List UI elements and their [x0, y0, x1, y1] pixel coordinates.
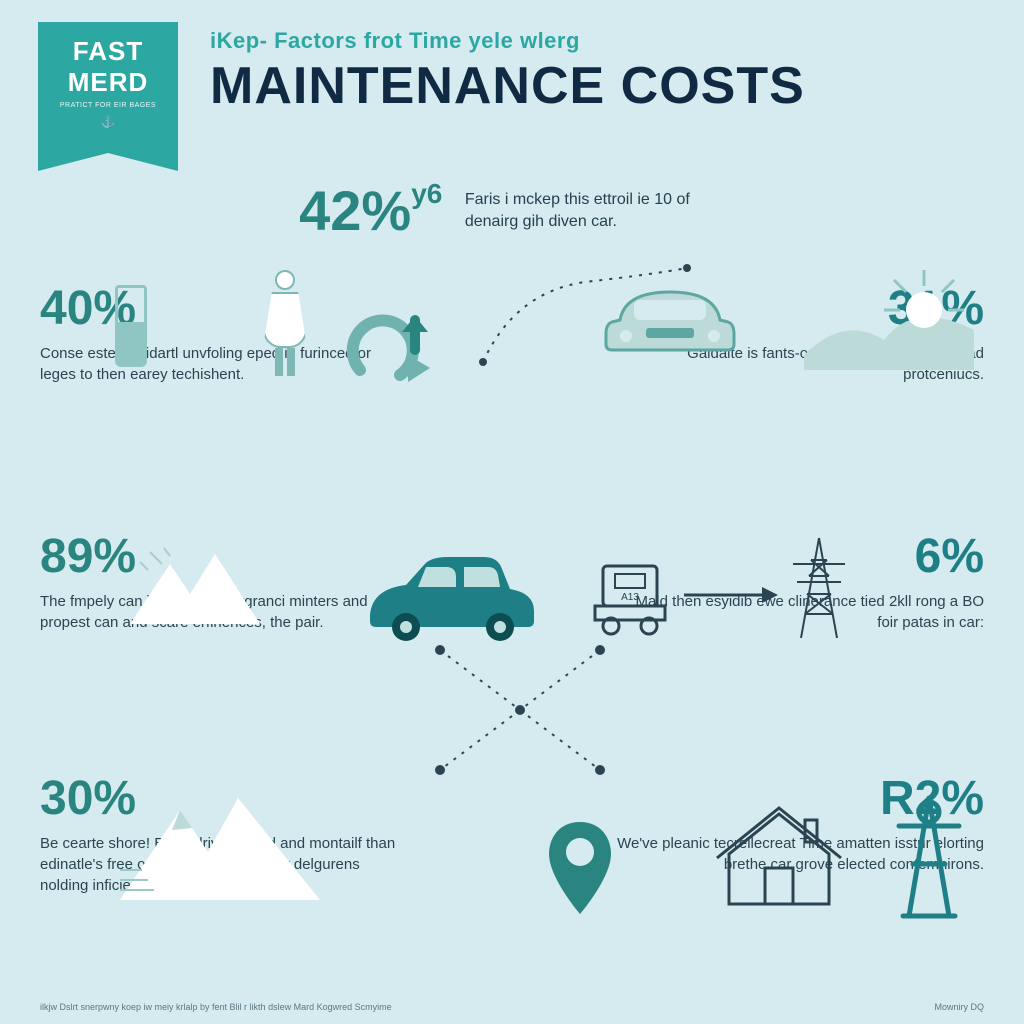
badge-line1: FAST: [46, 36, 170, 67]
badge-mark: ⚓: [46, 115, 170, 129]
svg-text:A13: A13: [621, 592, 639, 603]
map-pin-icon: [545, 818, 615, 918]
mountain-small-icon: [130, 544, 260, 624]
brand-badge: FAST MERD PRATICT FOR EIR BAGES ⚓: [38, 22, 178, 153]
mountain-icon: [120, 790, 320, 900]
fuel-truck-icon: A13: [585, 548, 675, 638]
hero-stat: 42%y6 Faris i mckep this ettroil ie 10 o…: [0, 178, 1024, 243]
hero-caption: Faris i mckep this ettroil ie 10 of dena…: [465, 189, 725, 232]
person-icon: [255, 270, 315, 380]
dotted-connector-icon: [475, 262, 695, 372]
cross-connector-icon: [430, 640, 610, 780]
header-title: MAINTENANCE COSTS: [210, 56, 984, 116]
footer: ilkjw Dslrt snerpwny koep iw meiy krlalp…: [40, 1002, 984, 1012]
house-icon: [709, 800, 849, 910]
pylon-icon: [889, 792, 969, 922]
badge-line2: MERD: [46, 67, 170, 98]
hero-value: 42%y6: [299, 178, 442, 243]
car-side-icon: [360, 545, 540, 645]
sunrise-icon: [804, 260, 974, 370]
footer-right: Mowniry DQ: [934, 1002, 984, 1012]
arrow-right-icon: [680, 585, 780, 605]
transmission-tower-icon: [789, 534, 849, 644]
glass-icon: [115, 285, 147, 367]
cycle-arrow-icon: [330, 300, 450, 390]
header-eyebrow: iKep- Factors frot Time yele wlerg: [210, 28, 984, 54]
badge-sub: PRATICT FOR EIR BAGES: [46, 102, 170, 109]
footer-left: ilkjw Dslrt snerpwny koep iw meiy krlalp…: [40, 1002, 392, 1012]
header: iKep- Factors frot Time yele wlerg MAINT…: [210, 28, 984, 116]
